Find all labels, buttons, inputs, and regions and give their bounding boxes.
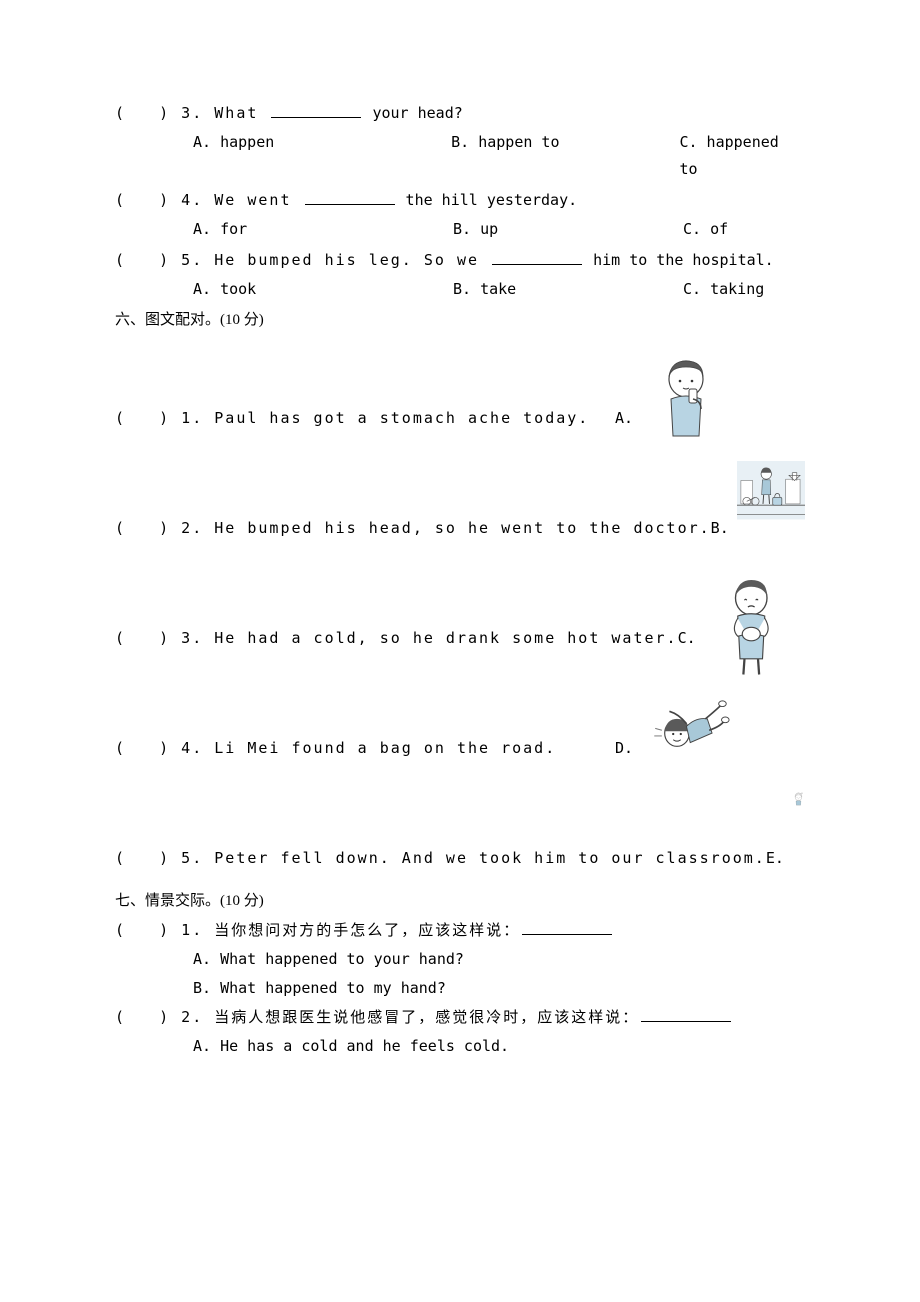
match-1-letter: A. <box>615 405 641 446</box>
s1-option-a[interactable]: A. What happened to your hand? <box>115 946 805 973</box>
kid-falling-icon <box>641 681 731 776</box>
q5-option-b[interactable]: B. take <box>453 276 683 303</box>
q4-post: the hill yesterday. <box>397 191 578 209</box>
match-2-letter: B. <box>711 515 737 556</box>
section-7-heading: 七、情景交际。(10 分) <box>115 888 805 915</box>
match-4-row: ( ) 4. Li Mei found a bag on the road. D… <box>115 666 805 776</box>
scenario-1: ( ) 1. 当你想问对方的手怎么了，应该这样说： <box>115 917 805 944</box>
girl-road-bag-icon <box>737 461 805 556</box>
question-4-options: A. for B. up C. of <box>115 216 805 243</box>
match-3-row: ( ) 3. He had a cold, so he drank some h… <box>115 556 805 666</box>
q5-option-a[interactable]: A. took <box>193 276 453 303</box>
match-5-letter: E. <box>766 845 792 886</box>
q3-blank[interactable] <box>271 103 361 118</box>
q4-option-a[interactable]: A. for <box>193 216 453 243</box>
q5-post: him to the hospital. <box>584 251 774 269</box>
q3-pre[interactable]: ( ) 3. What <box>115 104 269 122</box>
question-3-stem: ( ) 3. What your head? <box>115 100 805 127</box>
q4-option-b[interactable]: B. up <box>453 216 683 243</box>
q3-option-c[interactable]: C. happened to <box>679 129 805 183</box>
s2-text[interactable]: ( ) 2. 当病人想跟医生说他感冒了，感觉很冷时，应该这样说： <box>115 1008 639 1026</box>
section-6-heading: 六、图文配对。(10 分) <box>115 307 805 334</box>
question-5-options: A. took B. take C. taking <box>115 276 805 303</box>
question-5: ( ) 5. He bumped his leg. So we him to t… <box>115 247 805 303</box>
s1-blank[interactable] <box>522 920 612 935</box>
s1-text[interactable]: ( ) 1. 当你想问对方的手怎么了，应该这样说： <box>115 921 520 939</box>
boy-drinking-icon <box>641 351 731 446</box>
q3-post: your head? <box>363 104 462 122</box>
s2-option-a[interactable]: A. He has a cold and he feels cold. <box>115 1033 805 1060</box>
question-5-stem: ( ) 5. He bumped his leg. So we him to t… <box>115 247 805 274</box>
q4-option-c[interactable]: C. of <box>683 216 728 243</box>
s1-option-b[interactable]: B. What happened to my hand? <box>115 975 805 1002</box>
match-4-text[interactable]: ( ) 4. Li Mei found a bag on the road. <box>115 735 615 776</box>
boy-stomach-ache-icon <box>704 571 794 666</box>
q5-option-c[interactable]: C. taking <box>683 276 764 303</box>
match-5-row: ( ) 5. Peter fell down. And we took him … <box>115 776 805 886</box>
q5-blank[interactable] <box>492 250 582 265</box>
match-4-letter: D. <box>615 735 641 776</box>
match-2-row: ( ) 2. He bumped his head, so he went to… <box>115 446 805 556</box>
q4-pre[interactable]: ( ) 4. We went <box>115 191 303 209</box>
question-4-stem: ( ) 4. We went the hill yesterday. <box>115 187 805 214</box>
question-4: ( ) 4. We went the hill yesterday. A. fo… <box>115 187 805 243</box>
match-1-text[interactable]: ( ) 1. Paul has got a stomach ache today… <box>115 405 615 446</box>
match-3-letter: C. <box>678 625 704 666</box>
q3-option-b[interactable]: B. happen to <box>451 129 679 183</box>
match-5-text[interactable]: ( ) 5. Peter fell down. And we took him … <box>115 845 766 886</box>
question-3-options: A. happen B. happen to C. happened to <box>115 129 805 183</box>
boy-bandaged-head-icon <box>792 791 805 886</box>
scenario-2: ( ) 2. 当病人想跟医生说他感冒了，感觉很冷时，应该这样说： <box>115 1004 805 1031</box>
q3-option-a[interactable]: A. happen <box>193 129 451 183</box>
match-1-row: ( ) 1. Paul has got a stomach ache today… <box>115 336 805 446</box>
question-3: ( ) 3. What your head? A. happen B. happ… <box>115 100 805 183</box>
match-2-text[interactable]: ( ) 2. He bumped his head, so he went to… <box>115 515 711 556</box>
s2-blank[interactable] <box>641 1007 731 1022</box>
q5-pre[interactable]: ( ) 5. He bumped his leg. So we <box>115 251 490 269</box>
match-3-text[interactable]: ( ) 3. He had a cold, so he drank some h… <box>115 625 678 666</box>
q4-blank[interactable] <box>305 190 395 205</box>
